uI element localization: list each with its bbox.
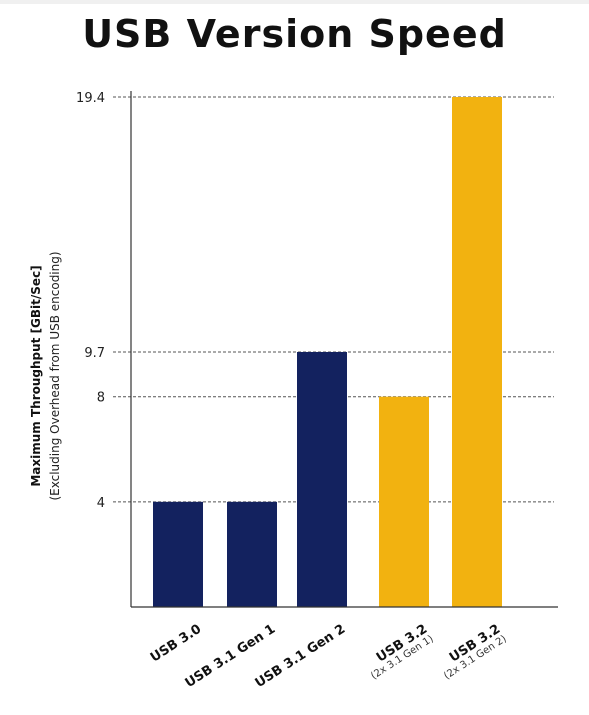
top-rule: [0, 0, 589, 4]
y-tick-label-1: 8: [97, 391, 105, 406]
y-tick-label-0: 4: [97, 496, 105, 511]
y-tick-label-3: 19.4: [76, 91, 105, 106]
y-tick-labels: 4 8 9.7 19.4: [76, 91, 105, 511]
y-axis-label-main: Maximum Throughput [GBit/Sec]: [29, 265, 43, 486]
category-label-0: USB 3.0: [148, 622, 204, 666]
axes: [130, 91, 558, 608]
bar-1: [227, 501, 277, 607]
category-label-group-3: USB 3.2(2x 3.1 Gen 1): [369, 622, 436, 682]
y-axis-label-group: Maximum Throughput [GBit/Sec] (Excluding …: [29, 251, 62, 500]
bar-3: [379, 396, 429, 607]
chart-title: USB Version Speed: [82, 12, 507, 56]
bar-2: [297, 352, 347, 607]
category-label-group-0: USB 3.0: [148, 622, 204, 666]
y-axis-label: Maximum Throughput [GBit/Sec] (Excluding …: [29, 251, 62, 500]
bar-4: [452, 97, 502, 607]
bar-0: [153, 501, 203, 607]
y-tick-label-2: 9.7: [84, 346, 105, 361]
y-axis-label-sub: (Excluding Overhead from USB encoding): [48, 251, 62, 500]
category-label-group-4: USB 3.2(2x 3.1 Gen 2): [442, 622, 509, 682]
bars: [153, 97, 502, 607]
